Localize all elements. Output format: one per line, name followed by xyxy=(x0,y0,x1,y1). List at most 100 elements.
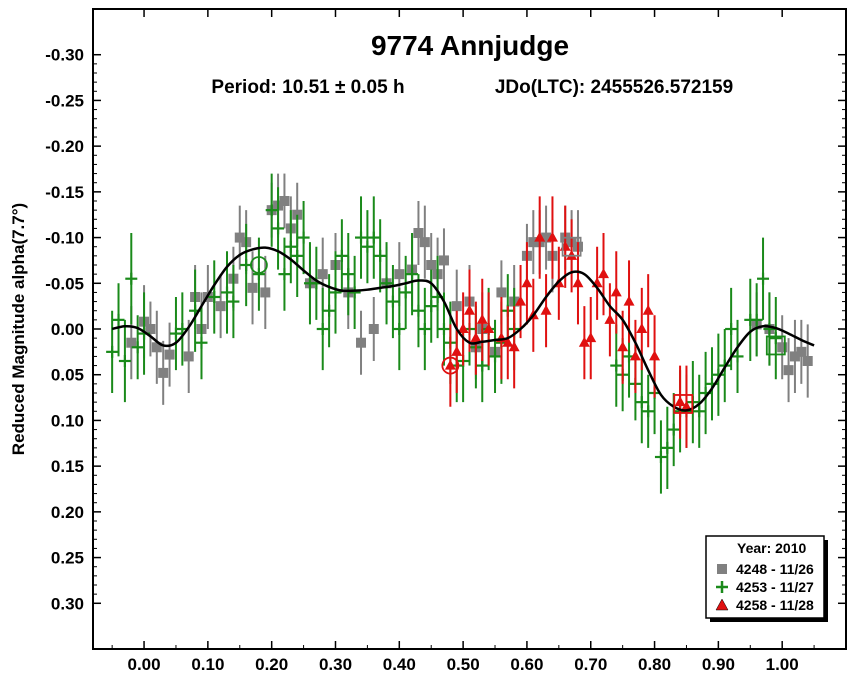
data-point xyxy=(374,219,387,293)
data-point xyxy=(546,196,558,279)
triangle-marker xyxy=(515,295,527,306)
triangle-marker xyxy=(636,323,648,333)
triangle-marker xyxy=(483,323,495,333)
legend-label: 4253 - 11/27 xyxy=(736,579,814,595)
triangle-marker xyxy=(464,304,475,315)
data-point xyxy=(195,306,208,380)
square-marker xyxy=(419,237,430,248)
square-marker xyxy=(183,351,194,362)
triangle-marker xyxy=(572,277,584,288)
legend-box xyxy=(705,535,825,619)
x-tick-label: 0.40 xyxy=(383,655,416,674)
square-marker xyxy=(451,301,462,312)
triangle-marker xyxy=(457,323,469,333)
square-marker xyxy=(777,342,788,353)
data-point xyxy=(731,319,744,393)
data-point xyxy=(464,269,475,352)
triangle-marker xyxy=(617,341,629,352)
triangle-marker xyxy=(476,313,488,324)
data-point xyxy=(335,219,348,293)
data-point xyxy=(777,315,788,380)
data-point xyxy=(508,306,520,389)
y-axis-label: Reduced Magnitude alpha(7.7°) xyxy=(9,203,28,455)
square-marker xyxy=(126,337,137,348)
data-point xyxy=(316,287,329,371)
open-square-marker xyxy=(673,394,694,414)
legend-triangle-marker xyxy=(715,598,729,611)
triangle-marker xyxy=(642,304,654,315)
data-point xyxy=(470,301,482,375)
data-point xyxy=(227,265,240,339)
triangle-marker xyxy=(680,400,692,411)
x-tick-label: 0.80 xyxy=(638,655,671,674)
square-marker xyxy=(789,351,800,362)
chart-title: 9774 Annjudge xyxy=(371,30,569,61)
triangle-marker xyxy=(508,341,520,352)
data-point xyxy=(399,255,412,329)
data-point xyxy=(610,251,622,334)
open-square-marker xyxy=(561,236,582,257)
data-point xyxy=(265,173,278,247)
x-tick-label: 0.70 xyxy=(574,655,607,674)
square-marker xyxy=(279,196,290,206)
square-marker xyxy=(151,342,162,353)
data-point xyxy=(541,205,552,270)
data-point xyxy=(502,306,514,380)
data-point xyxy=(125,233,138,325)
triangle-marker xyxy=(629,350,641,361)
data-point xyxy=(418,287,431,371)
y-tick-label: 0.30 xyxy=(51,594,84,613)
data-point xyxy=(356,310,367,375)
square-marker xyxy=(541,232,552,243)
triangle-marker xyxy=(502,336,514,347)
data-point xyxy=(297,201,310,275)
triangle-marker xyxy=(623,295,635,306)
y-tick-label: -0.10 xyxy=(45,229,84,248)
square-marker xyxy=(215,301,226,312)
epoch-label: JDo(LTC): 2455526.572159 xyxy=(495,77,733,98)
square-marker xyxy=(796,346,807,357)
data-point xyxy=(145,301,156,357)
y-tick-label: -0.30 xyxy=(45,46,84,65)
x-axis: 0.00 0.10 0.20 0.30 0.40 0.50 0.60 0.70 0.80 0.90… xyxy=(111,9,815,674)
data-point xyxy=(169,297,182,371)
data-point xyxy=(355,196,368,279)
open-circle-marker xyxy=(250,256,268,274)
triangle-marker xyxy=(610,286,622,297)
data-point xyxy=(750,283,763,357)
triangle-marker xyxy=(585,332,597,343)
data-point xyxy=(291,214,304,297)
data-point xyxy=(540,274,552,348)
data-point xyxy=(367,196,380,279)
data-point xyxy=(208,260,221,334)
x-tick-label: 0.60 xyxy=(510,655,543,674)
data-point xyxy=(757,237,770,320)
square-marker xyxy=(317,269,328,280)
data-point xyxy=(515,265,527,339)
data-point xyxy=(272,187,285,270)
triangle-marker xyxy=(674,396,686,407)
data-point xyxy=(368,297,379,361)
square-marker xyxy=(158,367,169,378)
data-point xyxy=(438,228,449,293)
y-tick-label: -0.25 xyxy=(45,91,84,110)
square-marker xyxy=(426,260,437,270)
y-tick-label: 0.20 xyxy=(51,503,84,522)
triangle-marker xyxy=(540,304,552,315)
square-marker xyxy=(783,365,794,376)
data-point xyxy=(412,274,425,348)
triangle-marker xyxy=(546,231,558,242)
x-tick-label: 0.90 xyxy=(702,655,735,674)
legend-label: 4258 - 11/28 xyxy=(736,597,814,613)
open-markers xyxy=(250,236,786,414)
data-point xyxy=(118,319,131,403)
data-point xyxy=(386,265,399,339)
data-point xyxy=(106,310,119,393)
square-marker xyxy=(145,324,156,334)
x-tick-label: 0.50 xyxy=(447,655,480,674)
data-point xyxy=(158,340,169,405)
legend-entry: 4258 - 11/28 xyxy=(715,597,814,613)
data-point xyxy=(783,338,794,403)
data-point xyxy=(629,319,641,393)
data-point xyxy=(183,319,194,393)
